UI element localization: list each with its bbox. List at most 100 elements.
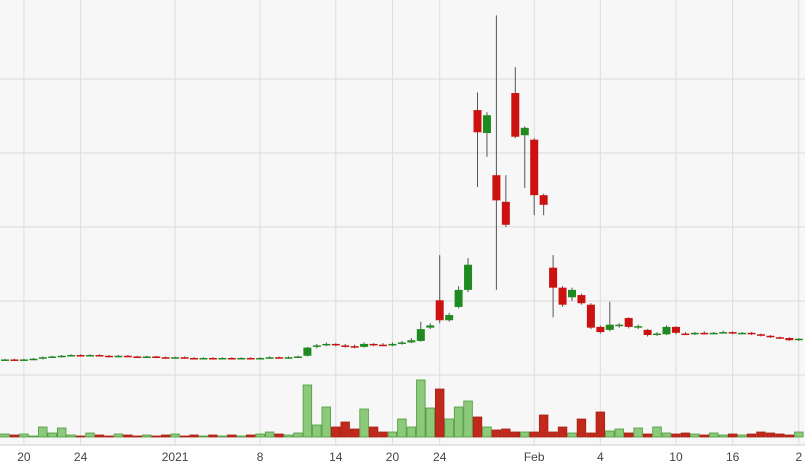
volume-bar: [709, 432, 719, 438]
volume-bar: [227, 434, 237, 438]
volume-bar: [614, 428, 624, 438]
volume-bar: [520, 431, 530, 438]
candle-body: [719, 332, 728, 334]
candle-body: [501, 201, 510, 225]
volume-bar: [378, 431, 388, 438]
volume-bar: [85, 432, 95, 438]
candle-body: [48, 356, 57, 358]
x-tick-label: 10: [669, 450, 683, 464]
volume-bar: [586, 432, 596, 438]
candle-body: [407, 340, 416, 343]
volume-bar: [198, 435, 209, 438]
volume-bar: [160, 434, 171, 438]
candle-body: [284, 357, 293, 359]
volume-bar: [765, 432, 776, 438]
volume-bar: [132, 435, 143, 438]
candle-body: [341, 345, 350, 347]
candle-body: [416, 329, 425, 341]
candle-body: [549, 267, 558, 288]
candle-body: [86, 355, 95, 357]
candle-body: [757, 334, 765, 336]
volume-bar: [264, 431, 275, 438]
x-tick-label: 24: [433, 450, 447, 464]
volume-bar: [727, 433, 738, 438]
volume-bar: [661, 432, 672, 438]
volume-bar: [699, 434, 710, 438]
candle-body: [605, 324, 614, 330]
volume-bar: [718, 434, 728, 438]
candle-body: [322, 343, 331, 346]
volume-bar: [690, 433, 700, 438]
candle-body: [331, 343, 340, 346]
volume-bar: [349, 428, 360, 438]
volume-bar: [482, 426, 492, 438]
volume-bar: [444, 418, 454, 438]
volume-bar: [66, 434, 76, 438]
candle-body: [539, 195, 548, 205]
candle-body: [275, 357, 284, 359]
volume-bar: [170, 433, 180, 438]
candle-body: [454, 289, 463, 307]
volume-bar: [208, 434, 218, 438]
candle-body: [681, 333, 690, 336]
candle-body: [530, 139, 539, 196]
candle-body: [586, 304, 595, 328]
volume-bar: [567, 432, 577, 438]
volume-bar: [47, 432, 57, 438]
candle-body: [246, 357, 255, 360]
x-tick-label: 2: [795, 450, 802, 464]
volume-bar: [557, 426, 568, 438]
candle-body: [104, 355, 113, 358]
candle-body: [360, 343, 369, 347]
candle-body: [464, 264, 473, 290]
volume-bar: [529, 431, 539, 438]
candle-body: [190, 357, 198, 360]
candle-body: [133, 356, 142, 358]
volume-bar: [746, 433, 757, 438]
volume-bar: [737, 434, 747, 438]
x-tick-label: 16: [726, 450, 740, 464]
volume-bar: [434, 388, 445, 438]
candle-body: [19, 359, 28, 361]
candle-body: [624, 318, 633, 327]
volume-bar: [642, 433, 653, 438]
x-tick-label: 4: [597, 450, 604, 464]
x-tick-label: 14: [329, 450, 343, 464]
candle-body: [208, 357, 217, 360]
volume-bar: [302, 384, 313, 438]
volume-bar: [387, 431, 398, 438]
volume-bar: [406, 426, 417, 438]
volume-bar: [605, 430, 615, 438]
volume-bar: [491, 429, 502, 438]
candle-body: [180, 357, 189, 359]
volume-bar: [113, 433, 124, 438]
candle-body: [114, 355, 123, 358]
candle-body: [10, 359, 19, 361]
candle-body: [388, 343, 397, 346]
candle-body: [161, 357, 170, 359]
candle-body: [473, 110, 482, 133]
candle-body: [435, 300, 444, 321]
candle-body: [397, 342, 406, 344]
candle-body: [38, 357, 47, 359]
volume-bar: [501, 428, 511, 438]
volume-bar: [652, 426, 662, 438]
candle-body: [76, 355, 85, 357]
volume-bar: [28, 435, 39, 438]
volume-bar: [179, 435, 190, 438]
volume-bar: [293, 432, 303, 438]
volume-bar: [671, 433, 681, 438]
candle-body: [634, 326, 643, 328]
candle-body: [152, 356, 161, 358]
volume-bar: [142, 434, 152, 438]
volume-bar: [9, 434, 20, 438]
volume-bar: [57, 427, 67, 438]
candle-body: [227, 357, 236, 360]
candle-body: [171, 357, 180, 359]
candle-body: [596, 326, 605, 333]
candle-body: [265, 357, 274, 359]
volume-bar: [312, 424, 322, 438]
candle-body: [643, 329, 652, 336]
volume-bar: [217, 435, 228, 438]
candle-body: [29, 358, 38, 361]
